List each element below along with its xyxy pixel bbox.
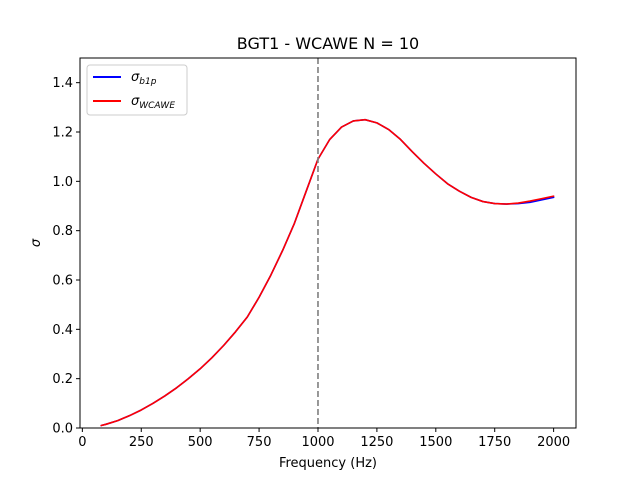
- legend-symbol: σ: [131, 70, 140, 85]
- legend: σb1p σWCAWE: [86, 64, 188, 116]
- y-tick-label: 1.0: [52, 175, 73, 190]
- x-tick-label: 1750: [478, 435, 511, 450]
- y-tick-label: 0.2: [52, 372, 73, 387]
- y-axis-ticks: 0.0 0.2 0.4 0.6 0.8 1.0 1.2 1.4: [52, 76, 80, 437]
- y-tick-label: 0.0: [52, 422, 73, 437]
- x-tick-label: 1250: [360, 435, 393, 450]
- legend-label-sigma-wcawe: σWCAWE: [131, 94, 175, 111]
- y-tick-label: 1.2: [52, 126, 73, 141]
- plot-area: [80, 58, 576, 428]
- plot-frame: [79, 57, 577, 429]
- x-tick-label: 750: [247, 435, 272, 450]
- y-tick-label: 0.6: [52, 274, 73, 289]
- x-tick-label: 1000: [301, 435, 334, 450]
- x-tick-label: 250: [129, 435, 154, 450]
- x-tick-label: 1500: [419, 435, 452, 450]
- series-line-wcawe: [100, 118, 555, 427]
- legend-label-sigma-b1p: σb1p: [131, 70, 157, 87]
- legend-symbol: σ: [131, 94, 140, 109]
- y-tick-label: 1.4: [52, 76, 73, 91]
- y-axis-label: σ: [29, 238, 44, 247]
- series-layer: [100, 118, 555, 427]
- y-tick-label: 0.4: [52, 323, 73, 338]
- x-axis-label: Frequency (Hz): [279, 456, 377, 471]
- chart-title: BGT1 - WCAWE N = 10: [237, 34, 419, 53]
- legend-subscript: b1p: [139, 77, 156, 87]
- x-axis-ticks: 0 250 500 750 1000 1250 1500 1750 2000: [78, 428, 570, 450]
- x-tick-label: 2000: [537, 435, 570, 450]
- legend-subscript: WCAWE: [139, 101, 175, 111]
- y-tick-label: 0.8: [52, 224, 73, 239]
- x-tick-label: 0: [78, 435, 86, 450]
- x-tick-label: 500: [188, 435, 213, 450]
